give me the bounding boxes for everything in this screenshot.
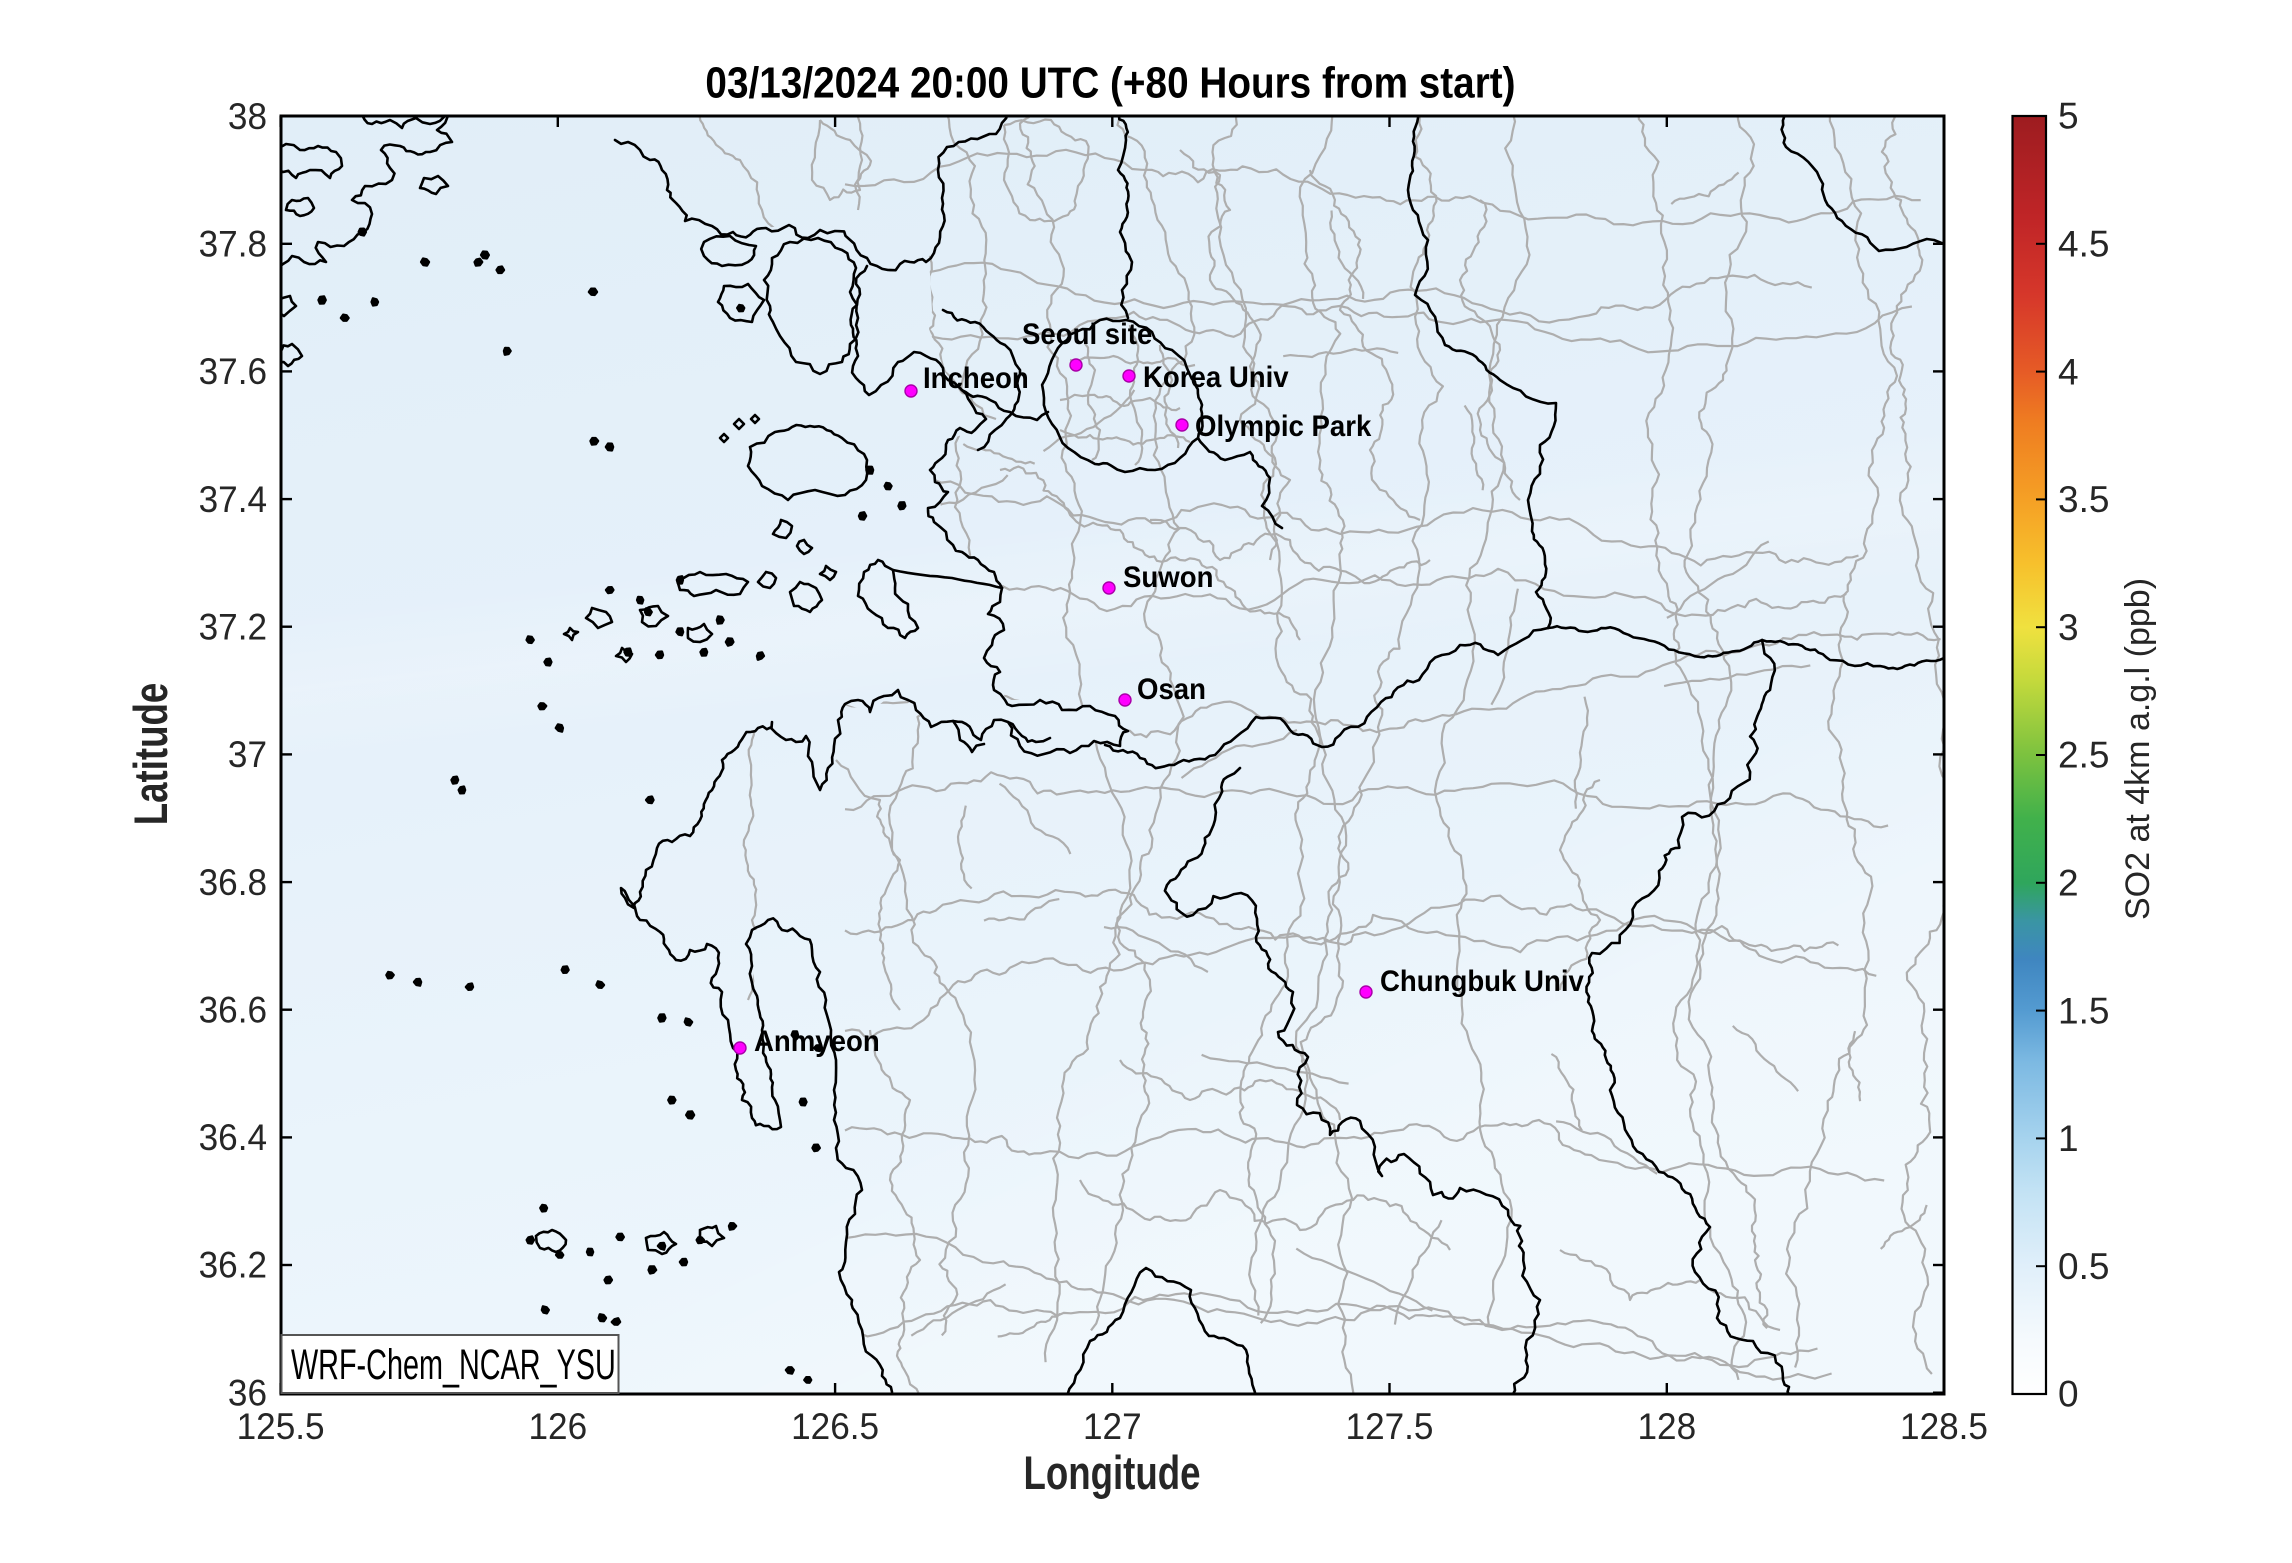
svg-text:37.4: 37.4	[199, 478, 267, 520]
svg-text:36.6: 36.6	[199, 989, 267, 1031]
svg-text:128: 128	[1637, 1405, 1696, 1447]
svg-text:5: 5	[2058, 96, 2079, 137]
svg-text:36.2: 36.2	[199, 1244, 267, 1286]
svg-text:1.5: 1.5	[2058, 990, 2109, 1031]
svg-text:Korea Univ: Korea Univ	[1143, 361, 1289, 394]
svg-text:126.5: 126.5	[791, 1405, 879, 1447]
svg-text:2.5: 2.5	[2058, 735, 2109, 776]
svg-text:36.8: 36.8	[199, 861, 267, 903]
svg-text:Suwon: Suwon	[1123, 561, 1213, 594]
svg-text:36.4: 36.4	[199, 1116, 267, 1158]
svg-text:Osan: Osan	[1137, 673, 1206, 706]
svg-text:Chungbuk Univ: Chungbuk Univ	[1380, 965, 1584, 998]
svg-text:128.5: 128.5	[1900, 1405, 1988, 1447]
svg-text:37: 37	[228, 733, 267, 775]
svg-text:127.5: 127.5	[1346, 1405, 1434, 1447]
svg-text:WRF-Chem_NCAR_YSU: WRF-Chem_NCAR_YSU	[291, 1340, 616, 1388]
svg-text:3.5: 3.5	[2058, 479, 2109, 520]
svg-text:Latitude: Latitude	[125, 683, 177, 825]
svg-text:37.8: 37.8	[199, 223, 267, 265]
svg-text:127: 127	[1083, 1405, 1142, 1447]
svg-text:Anmyeon: Anmyeon	[754, 1025, 880, 1058]
svg-text:36: 36	[228, 1372, 267, 1414]
svg-text:0.5: 0.5	[2058, 1246, 2109, 1287]
svg-text:03/13/2024 20:00 UTC (+80 Hour: 03/13/2024 20:00 UTC (+80 Hours from sta…	[705, 57, 1515, 107]
svg-text:2: 2	[2058, 863, 2079, 904]
svg-text:0: 0	[2058, 1374, 2079, 1415]
svg-text:126: 126	[528, 1405, 587, 1447]
svg-text:4.5: 4.5	[2058, 224, 2109, 265]
svg-text:Seoul site: Seoul site	[1022, 318, 1152, 351]
svg-text:38: 38	[228, 95, 267, 137]
svg-text:125.5: 125.5	[237, 1405, 325, 1447]
svg-text:37.6: 37.6	[199, 350, 267, 392]
svg-text:37.2: 37.2	[199, 606, 267, 648]
svg-text:Incheon: Incheon	[923, 362, 1029, 395]
svg-text:4: 4	[2058, 351, 2079, 392]
svg-text:3: 3	[2058, 607, 2079, 648]
svg-text:Olympic Park: Olympic Park	[1195, 410, 1372, 443]
svg-text:Longitude: Longitude	[1023, 1447, 1200, 1499]
svg-text:1: 1	[2058, 1118, 2079, 1159]
svg-text:SO2 at 4km a.g.l (ppb): SO2 at 4km a.g.l (ppb)	[2119, 578, 2157, 920]
